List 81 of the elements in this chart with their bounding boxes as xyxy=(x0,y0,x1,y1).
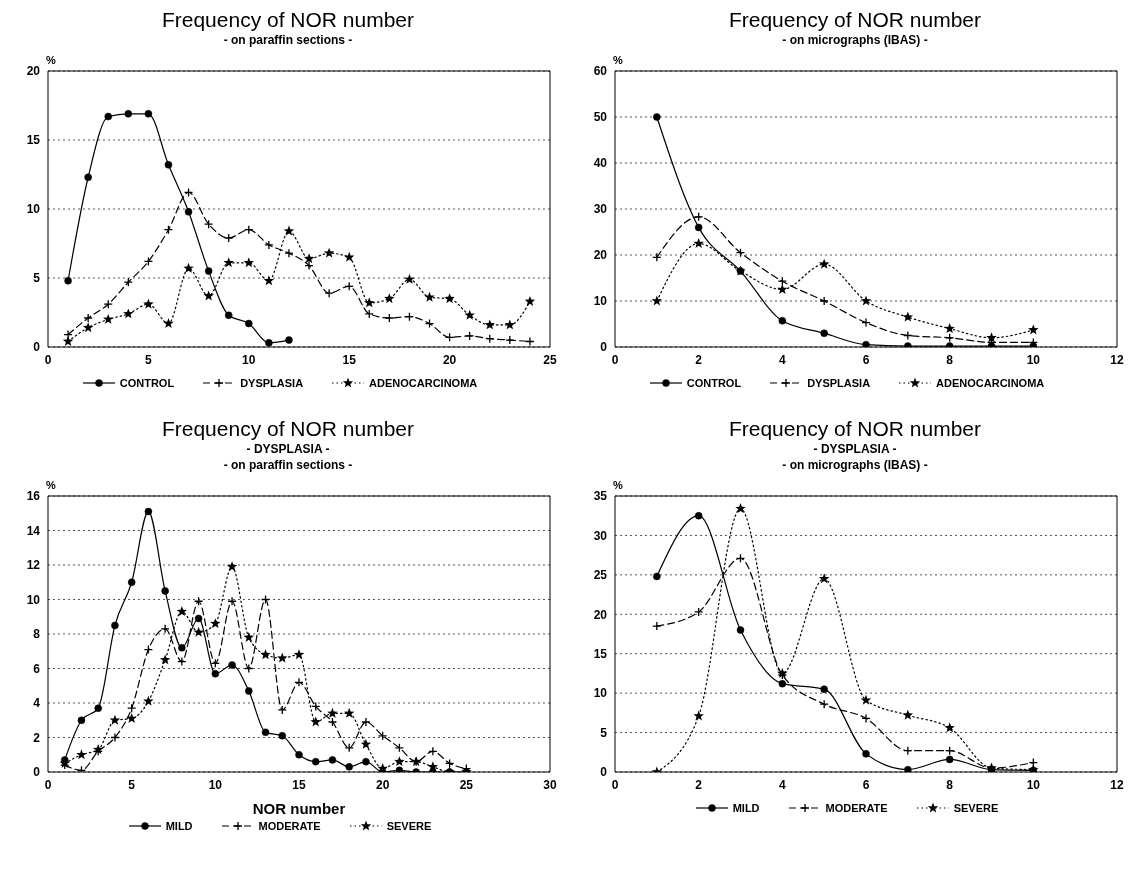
y-tick-label: 15 xyxy=(593,646,608,661)
y-axis-title: % xyxy=(613,479,623,491)
x-tick-label: 10 xyxy=(208,777,223,792)
y-tick-label: 10 xyxy=(593,686,608,701)
x-tick-label: 5 xyxy=(128,777,136,792)
y-tick-label: 0 xyxy=(33,340,41,355)
legend-label: MODERATE xyxy=(825,802,888,814)
y-tick-label: 5 xyxy=(600,725,608,740)
x-tick-label: 10 xyxy=(1026,777,1041,792)
y-tick-label: 8 xyxy=(33,627,41,642)
x-tick-label: 10 xyxy=(1026,352,1041,367)
x-tick-label: 15 xyxy=(292,777,306,792)
x-tick-label: 2 xyxy=(695,352,703,367)
y-tick-label: 5 xyxy=(33,271,41,286)
chart-subtitle: - DYSPLASIA - - on micrographs (IBAS) - xyxy=(781,441,929,473)
x-tick-label: 20 xyxy=(375,777,390,792)
x-tick-label: 5 xyxy=(145,352,153,367)
x-tick-label: 0 xyxy=(611,777,619,792)
legend-label: SEVERE xyxy=(953,802,999,814)
y-axis-title: % xyxy=(613,54,623,66)
chart-title: Frequency of NOR number xyxy=(727,8,983,32)
x-tick-label: 4 xyxy=(778,352,786,367)
x-tick-label: 20 xyxy=(442,352,457,367)
y-tick-label: 10 xyxy=(593,294,608,309)
chart-subtitle: - on paraffin sections - xyxy=(222,32,354,48)
y-tick-label: 15 xyxy=(26,133,41,148)
y-tick-label: 0 xyxy=(33,765,41,780)
y-tick-label: 20 xyxy=(26,64,41,79)
y-tick-label: 25 xyxy=(593,568,608,583)
x-tick-label: 25 xyxy=(543,352,557,367)
legend-label: DYSPLASIA xyxy=(240,377,304,389)
legend-label: SEVERE xyxy=(386,820,432,832)
x-tick-label: 6 xyxy=(862,352,870,367)
y-tick-label: 0 xyxy=(600,765,608,780)
y-axis-title: % xyxy=(46,54,56,66)
chart-title: Frequency of NOR number xyxy=(160,8,416,32)
y-tick-label: 10 xyxy=(26,592,41,607)
y-tick-label: 20 xyxy=(593,607,608,622)
x-tick-label: 15 xyxy=(342,352,357,367)
x-tick-label: 4 xyxy=(778,777,786,792)
y-tick-label: 30 xyxy=(593,528,608,543)
x-tick-label: 0 xyxy=(44,352,52,367)
x-tick-label: 0 xyxy=(611,352,619,367)
y-tick-label: 20 xyxy=(593,248,608,263)
y-tick-label: 60 xyxy=(593,64,608,79)
y-tick-label: 40 xyxy=(593,156,608,171)
x-tick-label: 10 xyxy=(242,352,256,367)
chart-title: Frequency of NOR number xyxy=(160,417,416,441)
x-tick-label: 30 xyxy=(543,777,557,792)
y-tick-label: 16 xyxy=(26,489,41,504)
legend-label: ADENOCARCINOMA xyxy=(936,377,1045,389)
legend-label: MILD xyxy=(165,820,193,832)
legend-label: MILD xyxy=(732,802,760,814)
x-tick-label: 8 xyxy=(946,777,954,792)
y-axis-title: % xyxy=(46,479,56,491)
x-tick-label: 2 xyxy=(695,777,703,792)
y-tick-label: 12 xyxy=(26,558,41,573)
legend-label: CONTROL xyxy=(119,377,175,389)
x-tick-label: 25 xyxy=(459,777,474,792)
y-tick-label: 0 xyxy=(600,340,608,355)
x-tick-label: 8 xyxy=(946,352,954,367)
legend-label: ADENOCARCINOMA xyxy=(369,377,478,389)
chart-subtitle: - DYSPLASIA - - on paraffin sections - xyxy=(222,441,354,473)
y-tick-label: 6 xyxy=(33,661,41,676)
y-tick-label: 35 xyxy=(593,489,608,504)
chart-subtitle: - on micrographs (IBAS) - xyxy=(781,32,929,48)
x-tick-label: 0 xyxy=(44,777,52,792)
chart-title: Frequency of NOR number xyxy=(727,417,983,441)
y-tick-label: 4 xyxy=(33,696,41,711)
y-tick-label: 50 xyxy=(593,110,608,125)
y-tick-label: 30 xyxy=(593,202,608,217)
y-tick-label: 10 xyxy=(26,202,41,217)
x-tick-label: 12 xyxy=(1110,352,1124,367)
y-tick-label: 14 xyxy=(26,523,41,538)
legend-label: DYSPLASIA xyxy=(807,377,871,389)
legend-label: CONTROL xyxy=(686,377,742,389)
y-tick-label: 2 xyxy=(33,730,41,745)
x-tick-label: 12 xyxy=(1110,777,1124,792)
x-tick-label: 6 xyxy=(862,777,870,792)
x-axis-title: NOR number xyxy=(252,800,346,817)
legend-label: MODERATE xyxy=(258,820,321,832)
